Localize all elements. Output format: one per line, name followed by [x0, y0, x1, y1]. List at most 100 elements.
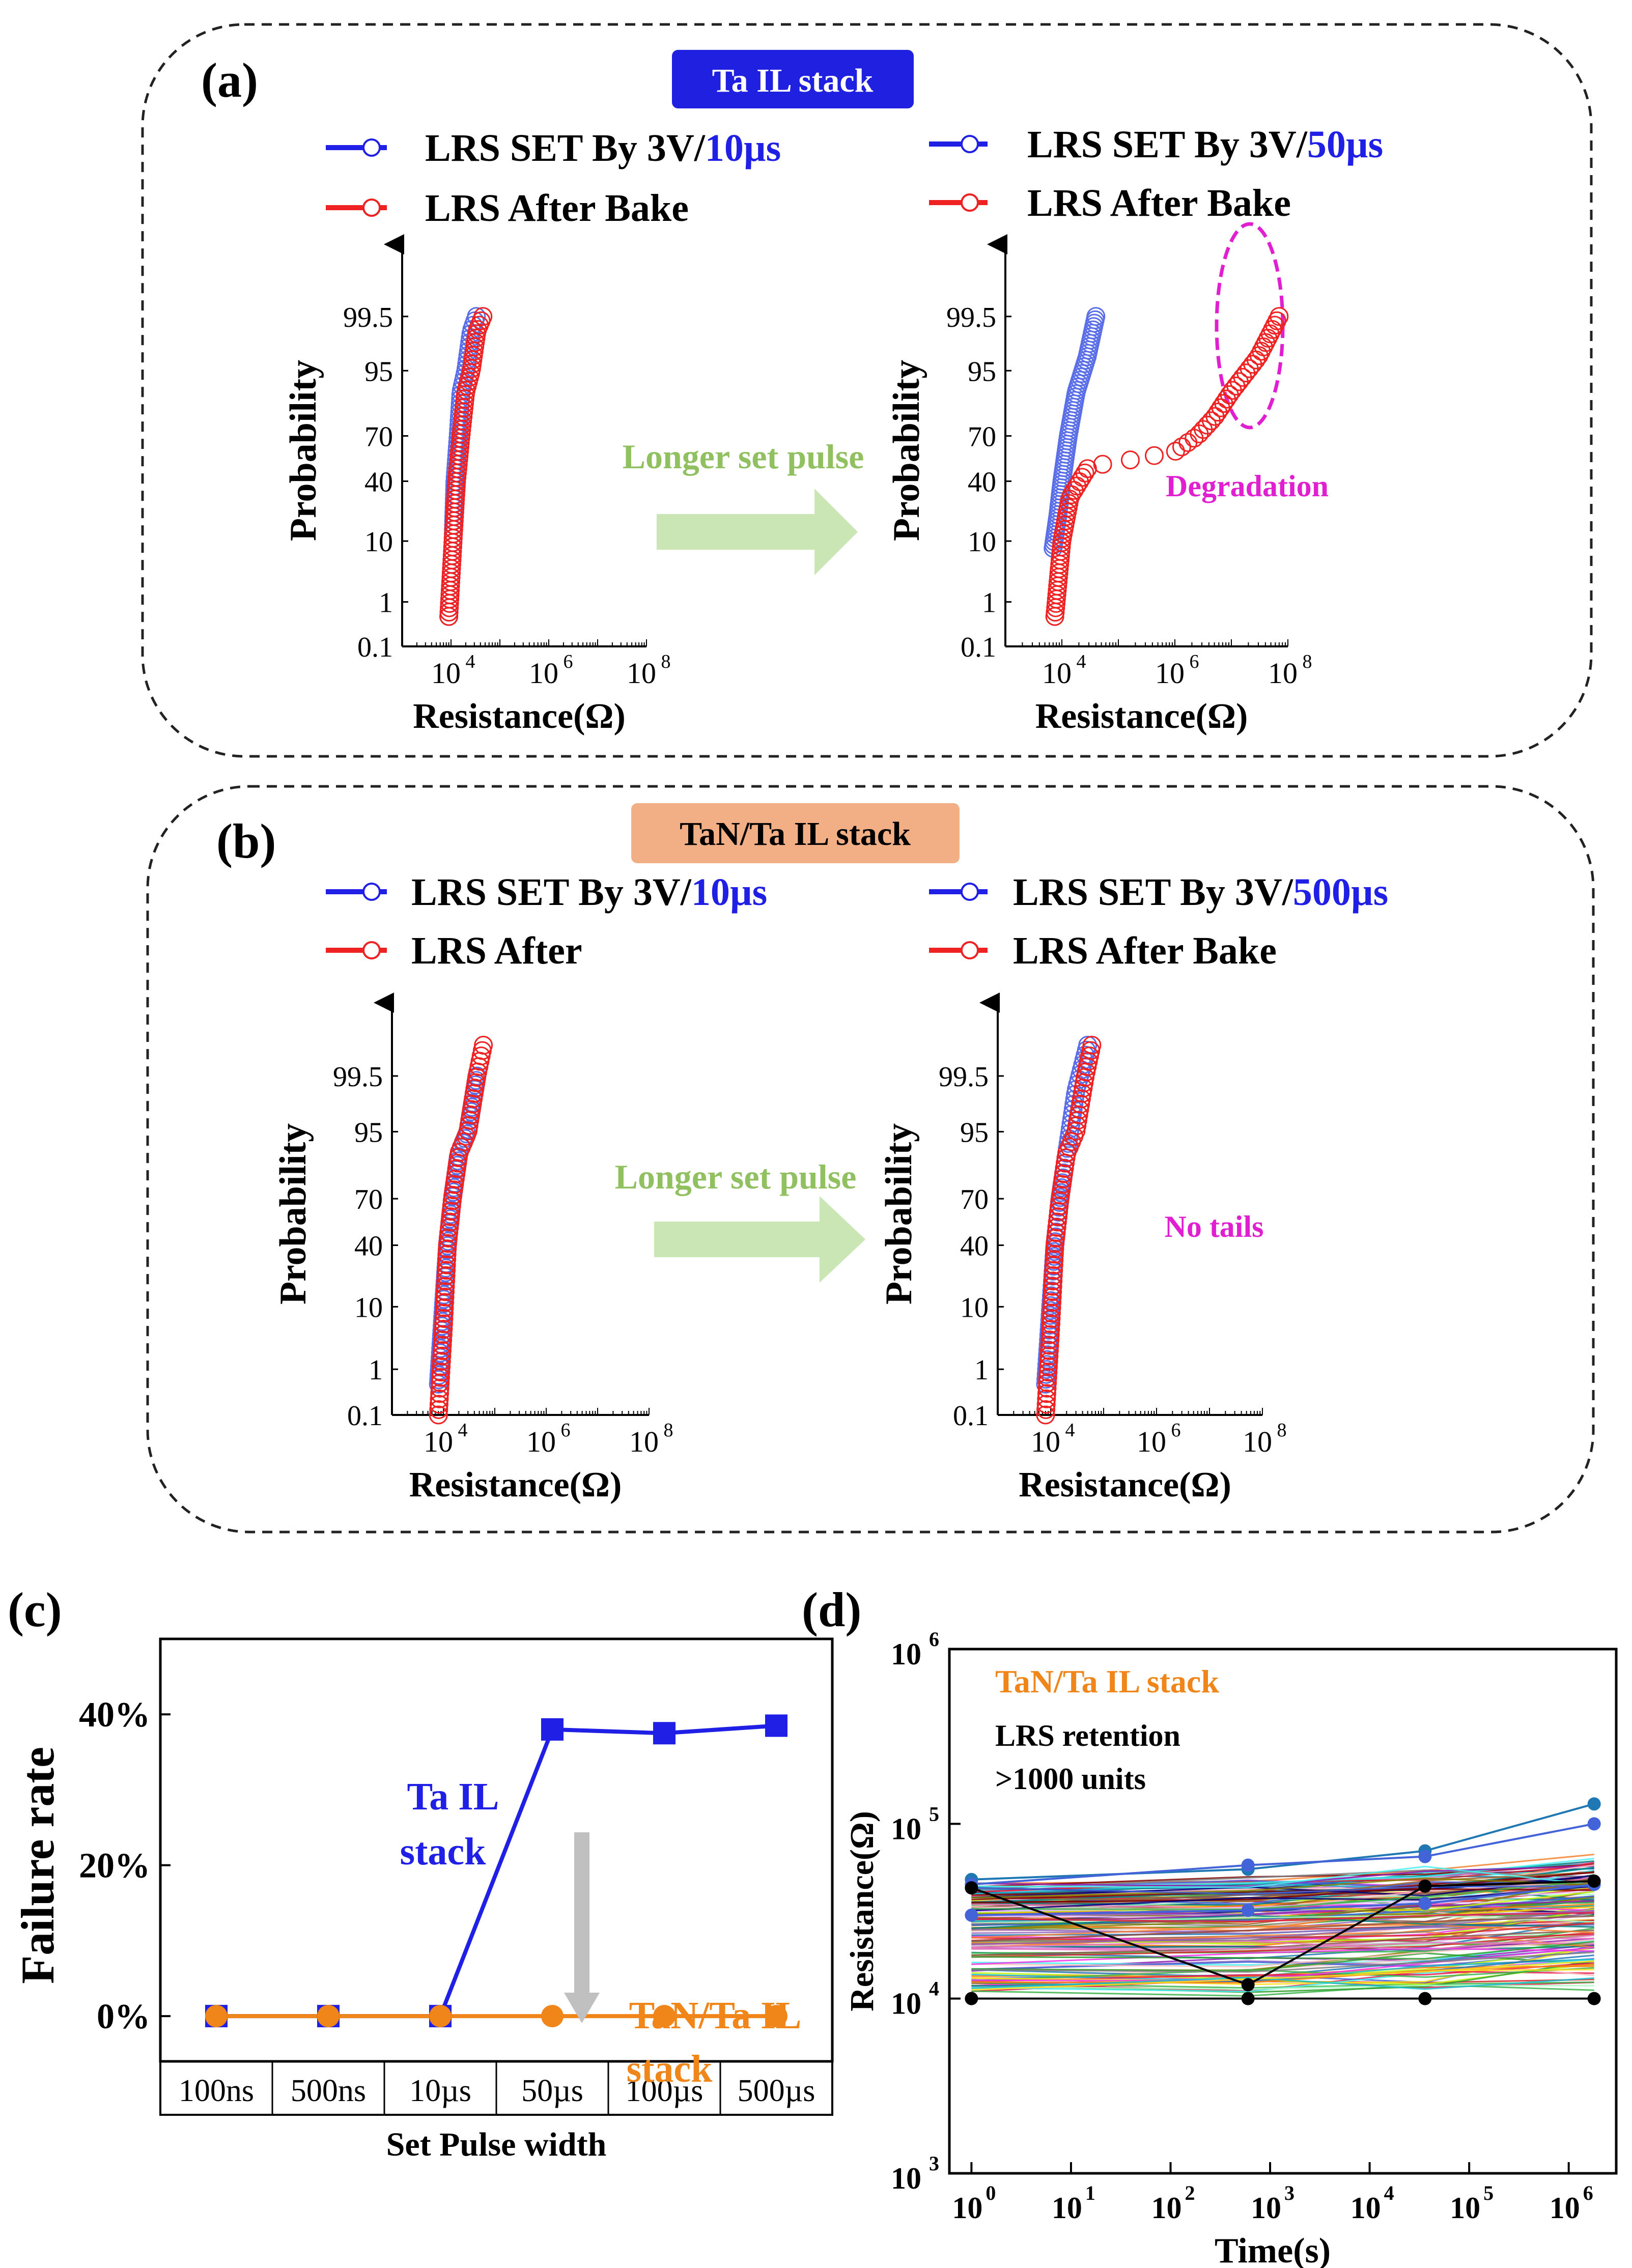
x-tick-exp: 8	[1303, 651, 1312, 672]
x-tick-exp: 6	[561, 1420, 571, 1441]
y-tick-label: 0.1	[357, 632, 393, 663]
x-tick-label: 10	[1155, 657, 1185, 690]
bake-marker	[1046, 1229, 1065, 1248]
y-tick-label: 0.1	[953, 1400, 989, 1432]
bake-marker	[1039, 1357, 1058, 1376]
bake-marker	[1039, 1352, 1058, 1371]
bake-marker	[1066, 1121, 1086, 1141]
bake-marker	[1093, 455, 1112, 474]
tan-marker	[205, 2005, 228, 2028]
legend-a-right-red: LRS After Bake	[1027, 182, 1291, 224]
retention-marker	[965, 1881, 978, 1895]
bake-marker	[439, 1223, 459, 1242]
y-tick-label: 0.1	[347, 1400, 383, 1432]
bake-marker	[1047, 1218, 1066, 1237]
retention-line	[971, 1937, 1594, 1953]
x-tick-label: 10	[1350, 2191, 1381, 2225]
y-tick-label: 10	[891, 1637, 921, 1671]
bake-marker	[441, 1202, 461, 1221]
x-tick-exp: 8	[661, 651, 671, 672]
y-axis-label: Probability	[272, 1123, 314, 1305]
category-label: 100ns	[179, 2074, 254, 2108]
bake-marker	[438, 1229, 458, 1248]
bake-marker	[435, 1298, 454, 1317]
retention-marker	[965, 1908, 978, 1922]
bake-marker	[436, 1282, 455, 1301]
plot-frame	[948, 1648, 1618, 2175]
bake-marker	[1082, 1036, 1102, 1055]
y-tick-label: 10	[891, 2162, 921, 2195]
legend-b-right-red: LRS After Bake	[1013, 929, 1277, 972]
panel-c: (c) 0% 20% 40% 100ns 500ns 10µs 50µs 100µs 500µs…	[8, 1582, 834, 2163]
failure-rate-chart: 0% 20% 40% 100ns 500ns 10µs 50µs 100µs 500µs Set …	[12, 1637, 834, 2163]
panel-d: (d) 10 0 10 1 10 2 10 3 10 4 10 5 10 610 310 410 510 6Tim…	[802, 1582, 1618, 2268]
bake-marker	[1050, 1191, 1070, 1210]
bake-marker	[1172, 437, 1191, 457]
panel-c-label: (c)	[8, 1582, 62, 1637]
legend-a-left-blue: LRS SET By 3V/10µs	[425, 127, 781, 169]
retention-line	[971, 1914, 1594, 1929]
degradation-label: Degradation	[1166, 469, 1329, 503]
x-tick-exp: 4	[1065, 1420, 1075, 1441]
x-tick-label: 10	[1243, 1425, 1272, 1458]
bake-marker	[432, 1341, 452, 1360]
bake-marker	[1042, 1303, 1061, 1323]
x-tick-exp: 6	[1583, 2181, 1593, 2204]
bake-marker	[1047, 1223, 1066, 1242]
y-axis-label: Resistance(Ω)	[843, 1811, 881, 2011]
bake-marker	[1069, 1105, 1088, 1124]
bake-marker	[1042, 1298, 1061, 1317]
y-tick-label: 10	[891, 1987, 921, 2021]
bake-marker	[1040, 1325, 1060, 1344]
retention-series-unit-mid	[971, 1883, 1594, 1916]
y-axis-label: Probability	[283, 360, 324, 541]
bake-marker	[1053, 1170, 1073, 1189]
bake-marker	[440, 1218, 459, 1237]
x-axis-label: Resistance(Ω)	[409, 1465, 622, 1505]
tan-annotation-2: stack	[627, 2048, 713, 2090]
x-tick-exp: 6	[564, 651, 573, 672]
bake-marker	[1043, 1287, 1062, 1307]
x-tick-label: 10	[1268, 657, 1298, 690]
bake-marker	[1040, 1330, 1060, 1350]
retention-line	[971, 1877, 1594, 1898]
bake-marker	[1267, 311, 1286, 330]
x-axis-label: Time(s)	[1215, 2231, 1331, 2268]
retention-line	[971, 1967, 1594, 1981]
x-tick-exp: 4	[466, 651, 475, 672]
y-tick-label: 40%	[79, 1695, 150, 1735]
y-tick-label: 95	[968, 356, 996, 387]
bake-marker	[1270, 307, 1289, 326]
retention-annotation-3: >1000 units	[995, 1762, 1146, 1796]
bake-marker	[435, 1293, 455, 1312]
retention-line	[971, 1941, 1594, 1960]
no-tails-label: No tails	[1165, 1210, 1264, 1243]
x-tick-exp: 4	[1384, 2181, 1394, 2204]
retention-line	[971, 1930, 1594, 1956]
bake-marker	[1043, 1277, 1062, 1296]
retention-marker	[1241, 1904, 1255, 1917]
x-tick-label: 10	[627, 657, 656, 690]
bake-marker	[1055, 1159, 1074, 1178]
panel-a-label: (a)	[201, 53, 258, 107]
x-tick-label: 10	[1052, 2191, 1082, 2225]
x-tick-label: 10	[1450, 2191, 1480, 2225]
ta-marker	[541, 1718, 564, 1741]
set-marker	[1086, 307, 1106, 326]
category-label: 500µs	[738, 2074, 815, 2108]
bake-marker	[459, 1116, 479, 1135]
tan-marker	[653, 2005, 676, 2028]
y-axis-label: Probability	[886, 360, 927, 541]
y-tick-label: 70	[354, 1184, 383, 1215]
bake-marker	[437, 1261, 456, 1280]
retention-marker	[965, 1992, 978, 2005]
retention-line	[971, 1900, 1594, 1924]
legend-a-right-blue: LRS SET By 3V/50µs	[1027, 123, 1383, 166]
bake-marker	[1045, 1239, 1064, 1259]
arrow-text-a: Longer set pulse	[623, 437, 864, 476]
bake-marker	[1037, 1389, 1056, 1408]
y-tick-label: 99.5	[333, 1061, 383, 1093]
category-label: 500ns	[291, 2074, 366, 2108]
ta-annotation-2: stack	[400, 1830, 487, 1873]
